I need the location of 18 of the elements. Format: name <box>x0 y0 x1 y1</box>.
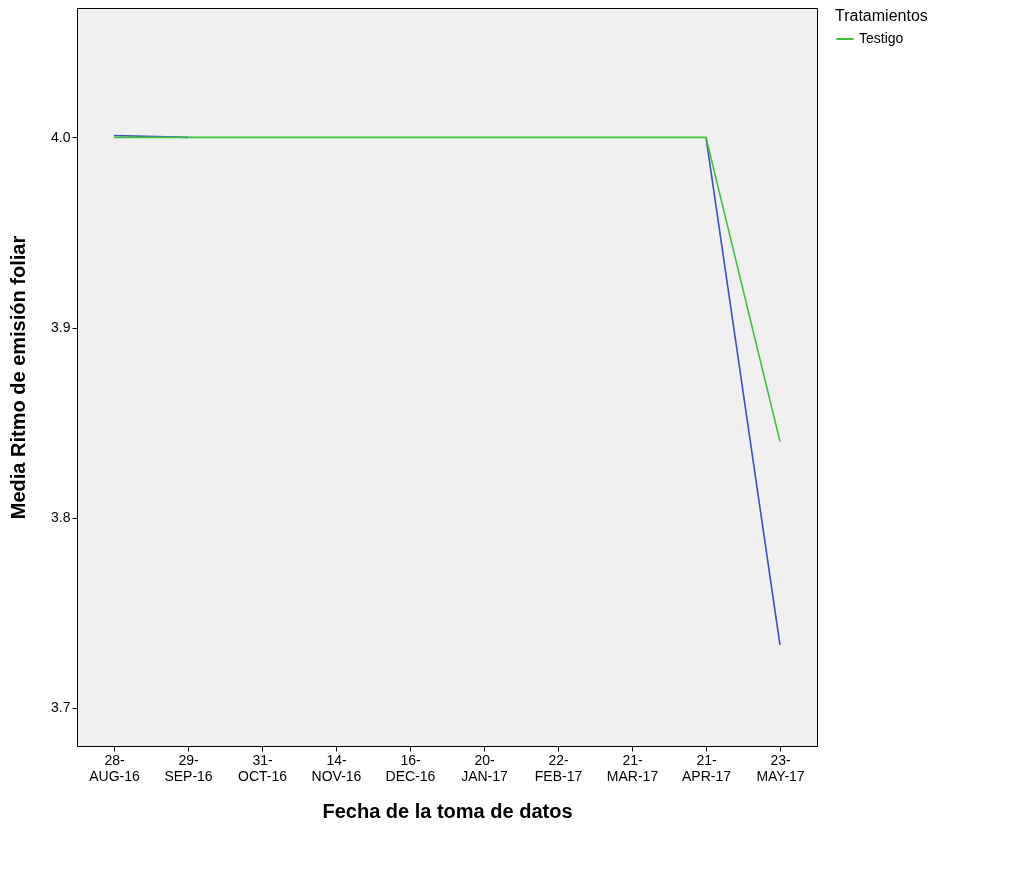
x-tick-label: 16-DEC-16 <box>385 751 436 784</box>
y-tick-label: 3.9 <box>51 319 71 336</box>
x-tick-label: 31-OCT-16 <box>237 751 288 784</box>
x-tick-label: 21-APR-17 <box>681 751 732 784</box>
y-tick-label: 4.0 <box>51 128 71 145</box>
x-axis-title: Fecha de la toma de datos <box>322 799 573 822</box>
y-tick-label: 3.7 <box>51 699 71 716</box>
y-axis-title: Media Ritmo de emisión foliar <box>7 235 30 520</box>
x-tick-label: 20-JAN-17 <box>461 751 509 784</box>
x-tick-label: 28-AUG-16 <box>89 751 140 784</box>
x-tick-label: 29-SEP-16 <box>164 751 213 784</box>
x-tick-label: 22-FEB-17 <box>534 751 583 784</box>
x-tick-label: 21-MAR-17 <box>606 751 659 784</box>
legend-label: Testigo <box>859 30 904 46</box>
x-tick-label: 14-NOV-16 <box>311 751 362 784</box>
legend-title: Tratamientos <box>835 7 928 24</box>
x-tick-label: 23-MAY-17 <box>756 751 805 784</box>
y-tick-label: 3.8 <box>51 509 71 526</box>
